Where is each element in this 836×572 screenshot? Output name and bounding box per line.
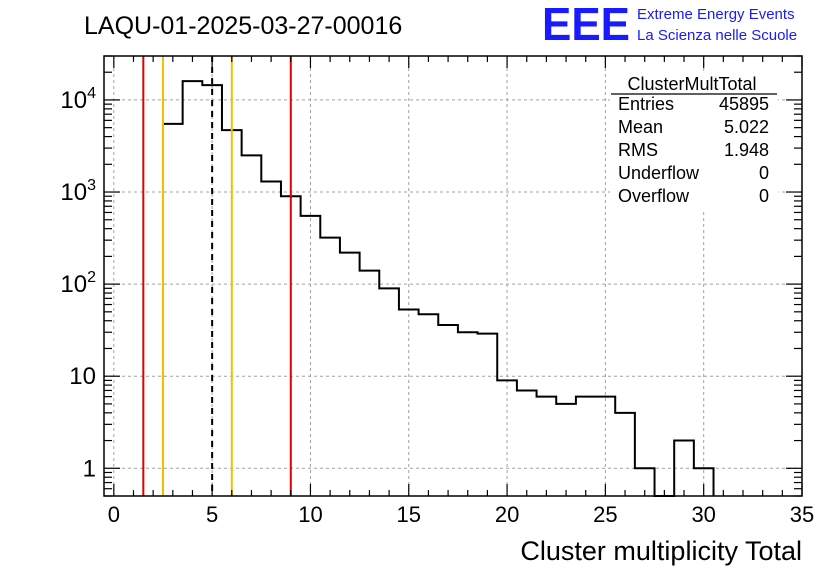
x-tick-labels: 0 5 10 15 20 25 30 35 xyxy=(108,502,815,527)
histogram-bin xyxy=(478,334,498,496)
y-tick-label: 102 xyxy=(60,269,96,298)
histogram-bin xyxy=(458,332,478,496)
histogram-bin xyxy=(183,81,203,496)
stats-label-rms: RMS xyxy=(618,140,658,160)
histogram-bin xyxy=(517,390,537,496)
stats-value-entries: 45895 xyxy=(719,94,769,114)
stats-box: ClusterMultTotal Entries 45895 Mean 5.02… xyxy=(610,74,778,212)
axis-ticks xyxy=(104,55,803,497)
x-tick-label: 0 xyxy=(108,502,120,527)
x-tick-label: 5 xyxy=(206,502,218,527)
histogram-bin xyxy=(438,325,458,496)
run-title: LAQU-01-2025-03-27-00016 xyxy=(84,12,402,40)
histogram-bin xyxy=(537,397,557,496)
x-tick-label: 25 xyxy=(593,502,617,527)
project-name-line1: Extreme Energy Events xyxy=(637,6,795,23)
histogram-bin xyxy=(320,238,340,496)
x-tick-label: 30 xyxy=(691,502,715,527)
x-tick-label: 15 xyxy=(397,502,421,527)
stats-value-rms: 1.948 xyxy=(724,140,769,160)
x-tick-label: 10 xyxy=(298,502,322,527)
histogram-bin xyxy=(242,155,262,496)
histogram-bin xyxy=(261,182,281,496)
histogram-series xyxy=(161,80,715,497)
stats-box-background xyxy=(610,74,778,212)
y-tick-label: 104 xyxy=(60,85,96,114)
stats-value-underflow: 0 xyxy=(759,163,769,183)
histogram-bin xyxy=(360,271,380,496)
stats-value-mean: 5.022 xyxy=(724,117,769,137)
histogram-bin xyxy=(556,404,576,496)
stats-label-mean: Mean xyxy=(618,117,663,137)
stats-label-overflow: Overflow xyxy=(618,186,690,206)
x-tick-label: 20 xyxy=(495,502,519,527)
y-tick-labels: 1 10 102 103 104 xyxy=(60,85,96,482)
stats-label-underflow: Underflow xyxy=(618,163,700,183)
histogram-bin xyxy=(399,309,419,496)
stats-box-title: ClusterMultTotal xyxy=(627,74,756,94)
histogram-outline xyxy=(161,80,715,497)
stats-label-entries: Entries xyxy=(618,94,674,114)
marker-lines xyxy=(142,56,292,496)
histogram-bin xyxy=(576,397,596,496)
histogram-bin xyxy=(340,253,360,496)
project-name-line2: La Scienza nelle Scuole xyxy=(637,27,797,44)
histogram-bin xyxy=(615,413,635,496)
x-axis-title: Cluster multiplicity Total xyxy=(520,536,802,566)
y-tick-label: 10 xyxy=(69,363,96,390)
histogram-bin xyxy=(379,288,399,496)
histogram-bin xyxy=(674,441,694,496)
y-tick-label: 103 xyxy=(60,177,96,206)
stats-value-overflow: 0 xyxy=(759,186,769,206)
histogram-bin xyxy=(163,124,183,496)
x-tick-label: 35 xyxy=(790,502,814,527)
eee-logo: EEE xyxy=(542,0,630,50)
plot-frame xyxy=(103,55,803,497)
y-tick-label: 1 xyxy=(83,455,96,482)
